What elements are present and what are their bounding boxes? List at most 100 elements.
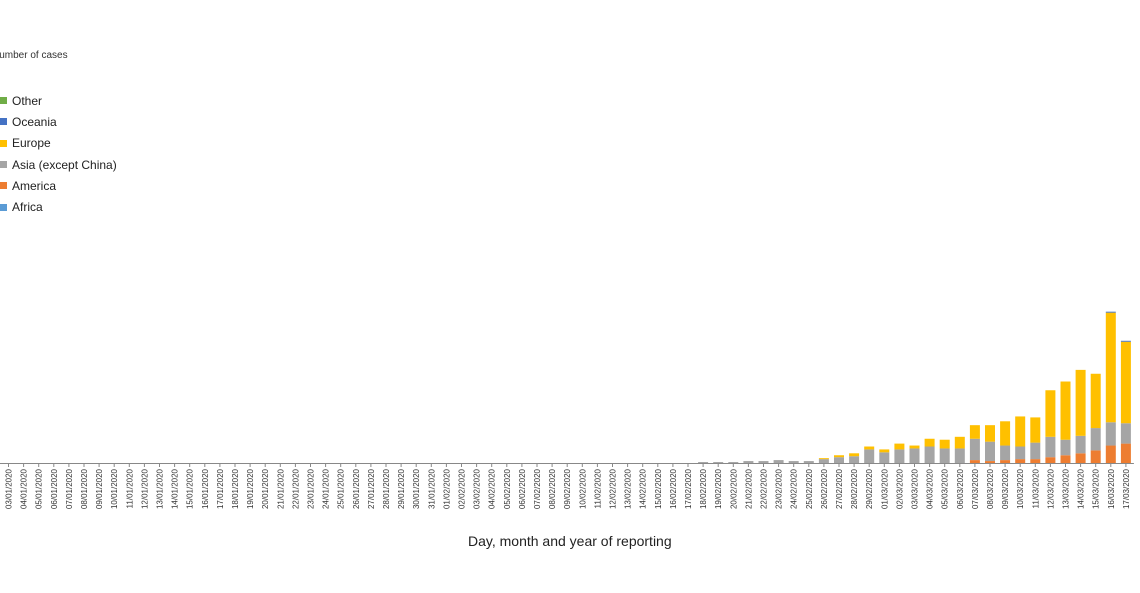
bar-segment [1105, 422, 1116, 446]
legend-item-asia: Asia (except China) [0, 154, 117, 175]
bar-segment [758, 461, 769, 463]
x-tick-label: 14/02/2020 [639, 468, 648, 509]
x-tick-label: 06/03/2020 [956, 468, 965, 509]
bar-segment [909, 448, 920, 463]
x-tick-label: 24/01/2020 [322, 468, 331, 509]
x-tick-label: 17/01/2020 [216, 468, 225, 509]
x-tick-label: 15/02/2020 [654, 468, 663, 509]
bar-segment [864, 446, 875, 450]
bar-segment [818, 458, 829, 460]
bar-segment [1075, 369, 1086, 436]
x-tick-label: 12/01/2020 [140, 468, 149, 509]
bar-segment [1045, 390, 1056, 437]
x-tick-label: 07/03/2020 [971, 468, 980, 509]
x-tick-label: 09/02/2020 [563, 468, 572, 509]
bar-segment [879, 449, 890, 453]
x-tick-label: 27/01/2020 [367, 468, 376, 509]
x-tick-label: 30/01/2020 [412, 468, 421, 509]
x-tick-label: 28/02/2020 [850, 468, 859, 509]
x-tick-label: 11/03/2020 [1031, 468, 1040, 508]
bar-segment [1030, 459, 1041, 463]
legend-label-america: America [12, 178, 57, 193]
x-tick-label: 03/01/2020 [5, 468, 14, 509]
x-tick-label: 19/01/2020 [246, 468, 255, 509]
x-tick-label: 18/01/2020 [231, 468, 240, 509]
bar-segment [818, 459, 829, 463]
x-tick-label: 20/01/2020 [261, 468, 270, 509]
bar-segment [1105, 445, 1116, 463]
x-tick-label: 04/03/2020 [926, 468, 935, 509]
x-tick-label: 17/03/2020 [1122, 468, 1131, 509]
x-tick-label: 04/02/2020 [488, 468, 497, 509]
bar-segment [1060, 439, 1071, 456]
legend-swatch-asia [0, 161, 7, 169]
bar-segment [985, 441, 995, 462]
x-tick-label: 08/01/2020 [80, 468, 89, 509]
x-tick-label: 02/03/2020 [895, 468, 904, 509]
bar-segment [1000, 421, 1011, 446]
x-tick-label: 10/02/2020 [578, 468, 587, 509]
bar-segment [1075, 453, 1086, 463]
legend-item-other: Other [0, 90, 117, 111]
bar-segment [894, 443, 905, 450]
bar-segment [1015, 459, 1026, 463]
x-tick-label: 06/02/2020 [518, 468, 527, 509]
x-tick-label: 25/02/2020 [805, 468, 814, 509]
legend-swatch-other [0, 97, 7, 105]
legend-label-africa: Africa [12, 200, 43, 215]
x-tick-label: 29/01/2020 [397, 468, 406, 509]
x-tick-label: 10/01/2020 [110, 468, 119, 509]
legend: Other Oceania Europe Asia (except China)… [0, 90, 117, 218]
x-tick-label: 07/02/2020 [533, 468, 542, 509]
legend-label-oceania: Oceania [12, 114, 57, 129]
bar-segment [1045, 457, 1056, 463]
x-tick-label: 15/03/2020 [1092, 468, 1101, 509]
bar-segment [894, 449, 905, 463]
bar-segment [849, 453, 860, 457]
x-tick-label: 26/02/2020 [820, 468, 829, 509]
x-axis-label: Day, month and year of reporting [468, 533, 672, 549]
bar-segment [1030, 442, 1041, 460]
x-tick-label: 06/01/2020 [50, 468, 59, 509]
bars-layer [698, 311, 1131, 463]
bar-segment [909, 445, 920, 449]
x-tick-label: 01/03/2020 [880, 468, 889, 509]
bar-segment [1060, 381, 1071, 440]
x-tick-label: 08/03/2020 [986, 468, 995, 509]
x-tick-label: 27/02/2020 [835, 468, 844, 509]
x-tick-label: 28/01/2020 [382, 468, 391, 509]
x-tick-label: 14/01/2020 [171, 468, 180, 509]
bar-segment [1120, 423, 1131, 444]
x-tick-label: 29/02/2020 [865, 468, 874, 509]
bar-segment [1045, 436, 1056, 458]
bar-segment [1090, 450, 1101, 463]
x-tick-label: 09/03/2020 [1001, 468, 1010, 509]
x-tick-label: 13/01/2020 [156, 468, 165, 509]
x-tick-label: 23/01/2020 [307, 468, 316, 509]
bar-segment [1015, 446, 1026, 460]
x-ticks-layer: 03/01/2020 04/01/2020 05/01/2020 06/01/2020… [5, 463, 1131, 509]
legend-swatch-africa [0, 203, 7, 211]
bar-segment [939, 448, 950, 463]
x-tick-label: 17/02/2020 [684, 468, 693, 509]
x-tick-label: 22/02/2020 [760, 468, 769, 509]
x-tick-label: 03/02/2020 [473, 468, 482, 509]
x-tick-label: 04/01/2020 [20, 468, 29, 509]
bar-segment [924, 438, 935, 447]
x-tick-label: 16/03/2020 [1107, 468, 1116, 509]
bar-segment [743, 461, 754, 463]
bar-segment [1120, 443, 1131, 463]
x-tick-label: 26/01/2020 [352, 468, 361, 509]
bar-segment [834, 455, 844, 458]
bar-segment [834, 457, 844, 463]
x-tick-label: 07/01/2020 [65, 468, 74, 509]
legend-item-america: America [0, 175, 117, 196]
x-tick-label: 16/01/2020 [201, 468, 210, 509]
x-tick-label: 02/02/2020 [458, 468, 467, 509]
x-tick-label: 05/03/2020 [941, 468, 950, 509]
bar-segment [864, 449, 875, 463]
x-tick-label: 24/02/2020 [790, 468, 799, 509]
legend-swatch-oceania [0, 118, 7, 126]
bar-segment [1000, 445, 1011, 461]
